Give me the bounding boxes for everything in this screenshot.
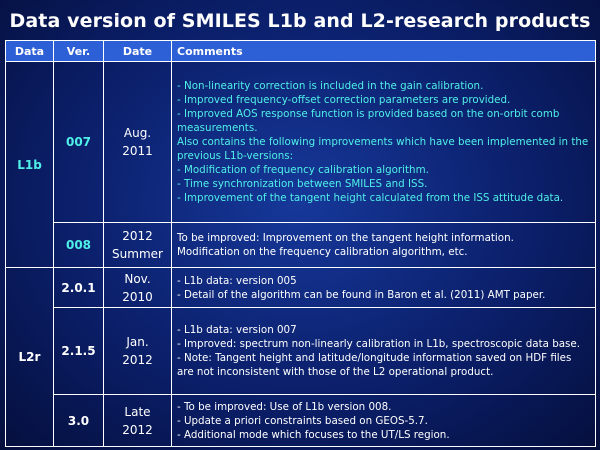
table-row: L1b 007 Aug. 2011 - Non-linearity correc… bbox=[5, 61, 596, 268]
date-cell: Nov. 2010 bbox=[103, 267, 172, 308]
comment-line: - Modification of frequency calibration … bbox=[177, 164, 429, 176]
table-row: 2.1.5 Jan. 2012 - L1b data: version 007 … bbox=[6, 307, 596, 395]
comment-line: - Additional mode which focuses to the U… bbox=[177, 428, 450, 441]
comments-cell: - L1b data: version 005 - Detail of the … bbox=[171, 267, 596, 308]
versions-table: Data Ver. Date Comments L1b 007 Aug. 201… bbox=[5, 40, 596, 447]
comment-line: - Time synchronization between SMILES an… bbox=[177, 178, 428, 190]
ver-cell: 2.1.5 bbox=[53, 307, 104, 395]
comment-line: - Improved frequency-offset correction p… bbox=[177, 94, 511, 106]
comment-line: - Non-linearity correction is included i… bbox=[177, 80, 484, 92]
comments-cell: To be improved: Improvement on the tange… bbox=[171, 222, 596, 268]
date-cell: Late 2012 bbox=[103, 394, 172, 447]
data-cell-l2r: L2r bbox=[5, 267, 54, 447]
comment-line: - Note: Tangent height and latitude/long… bbox=[177, 352, 572, 378]
ver-cell: 3.0 bbox=[53, 394, 104, 447]
date-line: Jan. bbox=[126, 335, 149, 349]
date-line: Late bbox=[124, 404, 151, 419]
comment-line: Modification on the frequency calibratio… bbox=[177, 246, 468, 258]
data-cell-l1b: L1b bbox=[5, 61, 54, 268]
date-cell: Jan. 2012 bbox=[103, 307, 172, 395]
ver-cell: 007 bbox=[53, 61, 104, 223]
comment-line: - L1b data: version 005 bbox=[177, 274, 297, 287]
date-cell: 2012 Summer bbox=[103, 222, 172, 268]
date-cell: Aug. 2011 bbox=[103, 61, 172, 223]
date-line: 2011 bbox=[122, 144, 153, 158]
table-row: L2r 2.0.1 Nov. 2010 - L1b data: version … bbox=[5, 267, 596, 447]
comment-line: - Improved: spectrum non-linearly calibr… bbox=[177, 338, 581, 350]
comment-line: - Improvement of the tangent height calc… bbox=[177, 192, 564, 204]
date-line: Nov. bbox=[124, 271, 151, 286]
date-line: Aug. bbox=[123, 126, 152, 140]
date-line: Summer bbox=[112, 247, 163, 261]
comment-line: - Update a priori constraints based on G… bbox=[177, 414, 428, 427]
comments-cell: - Non-linearity correction is included i… bbox=[171, 61, 596, 223]
date-line: 2012 bbox=[122, 229, 153, 243]
comments-cell: - To be improved: Use of L1b version 008… bbox=[171, 394, 596, 447]
table-row: 008 2012 Summer To be improved: Improvem… bbox=[6, 222, 596, 268]
ver-cell: 008 bbox=[53, 222, 104, 268]
comment-line: To be improved: Improvement on the tange… bbox=[177, 232, 514, 244]
header-comments: Comments bbox=[171, 40, 596, 62]
comment-line: - Improved AOS response function is prov… bbox=[177, 108, 560, 134]
comment-line: - Detail of the algorithm can be found i… bbox=[177, 288, 546, 301]
comment-line: - To be improved: Use of L1b version 008… bbox=[177, 400, 392, 413]
header-ver: Ver. bbox=[53, 40, 104, 62]
comments-cell: - L1b data: version 007 - Improved: spec… bbox=[171, 307, 596, 395]
table-header-row: Data Ver. Date Comments bbox=[5, 40, 596, 62]
comment-line: - L1b data: version 007 bbox=[177, 324, 297, 336]
header-data: Data bbox=[5, 40, 54, 62]
date-line: 2010 bbox=[122, 289, 153, 304]
date-line: 2012 bbox=[122, 353, 153, 367]
comment-line: Also contains the following improvements… bbox=[177, 136, 589, 162]
header-date: Date bbox=[103, 40, 172, 62]
table-row: 3.0 Late 2012 - To be improved: Use of L… bbox=[6, 394, 596, 447]
date-line: 2012 bbox=[122, 422, 153, 437]
ver-cell: 2.0.1 bbox=[53, 267, 104, 308]
page-title: Data version of SMILES L1b and L2-resear… bbox=[9, 10, 591, 32]
